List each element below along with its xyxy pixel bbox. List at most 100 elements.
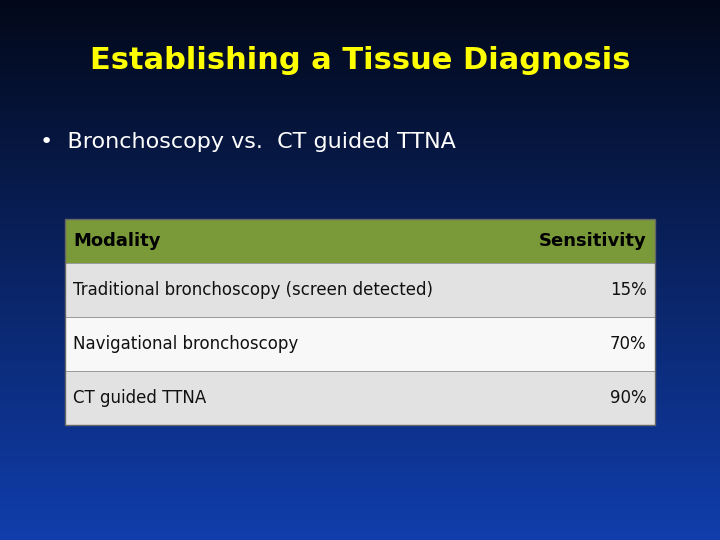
Bar	[0, 192, 720, 194]
Bar	[0, 130, 720, 132]
Bar	[0, 32, 720, 35]
Bar	[0, 224, 720, 227]
Bar	[0, 483, 720, 486]
Bar	[0, 383, 720, 386]
Bar	[0, 70, 720, 73]
Bar	[0, 173, 720, 176]
Bar	[0, 24, 720, 27]
Bar	[0, 324, 720, 327]
Bar	[0, 284, 720, 286]
Bar	[0, 138, 720, 140]
Bar	[0, 410, 720, 413]
Bar	[0, 49, 720, 51]
Bar	[0, 254, 720, 256]
Bar	[0, 0, 720, 3]
Bar	[0, 370, 720, 373]
Bar	[0, 113, 720, 116]
Bar	[65, 263, 655, 317]
Bar	[0, 478, 720, 481]
Bar	[0, 103, 720, 105]
Bar	[0, 265, 720, 267]
Bar	[0, 11, 720, 14]
Bar	[65, 317, 655, 371]
Bar	[0, 332, 720, 335]
Bar	[0, 162, 720, 165]
Bar	[0, 38, 720, 40]
Bar	[0, 181, 720, 184]
Bar	[0, 194, 720, 197]
Bar	[0, 427, 720, 429]
Bar	[0, 94, 720, 97]
Bar	[0, 308, 720, 310]
Bar	[0, 22, 720, 24]
Bar	[0, 197, 720, 200]
Bar	[0, 108, 720, 111]
Bar	[0, 208, 720, 211]
Bar	[0, 340, 720, 343]
Bar	[0, 413, 720, 416]
Text: Sensitivity: Sensitivity	[539, 232, 647, 250]
Bar	[0, 5, 720, 8]
Bar	[0, 402, 720, 405]
Bar	[0, 319, 720, 321]
Bar	[0, 200, 720, 202]
Bar	[0, 159, 720, 162]
Bar	[0, 270, 720, 273]
Bar	[0, 111, 720, 113]
Text: Navigational bronchoscopy: Navigational bronchoscopy	[73, 335, 299, 353]
Bar	[0, 54, 720, 57]
Bar	[0, 502, 720, 505]
Text: 90%: 90%	[610, 389, 647, 407]
Bar	[0, 170, 720, 173]
Bar	[0, 373, 720, 375]
Bar	[0, 367, 720, 370]
Bar	[0, 116, 720, 119]
Bar	[0, 408, 720, 410]
Bar	[0, 364, 720, 367]
Bar	[0, 78, 720, 81]
Bar	[0, 405, 720, 408]
Bar	[0, 386, 720, 389]
Bar	[0, 227, 720, 229]
Text: 15%: 15%	[610, 281, 647, 299]
Bar	[0, 119, 720, 122]
Bar	[0, 157, 720, 159]
Bar	[0, 397, 720, 400]
Bar	[0, 456, 720, 459]
Bar	[0, 240, 720, 243]
Text: CT guided TTNA: CT guided TTNA	[73, 389, 207, 407]
Bar	[0, 429, 720, 432]
Bar	[0, 68, 720, 70]
Bar	[0, 432, 720, 435]
Bar	[0, 451, 720, 454]
Bar	[0, 232, 720, 235]
Bar	[0, 500, 720, 502]
Bar	[0, 378, 720, 381]
Bar	[0, 154, 720, 157]
Bar	[0, 97, 720, 100]
Bar	[0, 14, 720, 16]
Bar	[0, 205, 720, 208]
Bar	[0, 211, 720, 213]
Bar	[0, 424, 720, 427]
Bar	[0, 310, 720, 313]
Bar	[0, 235, 720, 238]
Bar	[0, 521, 720, 524]
Bar	[0, 526, 720, 529]
Bar	[0, 464, 720, 467]
Bar	[0, 494, 720, 497]
Bar	[0, 305, 720, 308]
Bar	[0, 8, 720, 11]
Bar	[0, 278, 720, 281]
Bar	[0, 510, 720, 513]
Bar	[0, 316, 720, 319]
Bar	[0, 148, 720, 151]
Bar	[0, 513, 720, 516]
Bar	[0, 486, 720, 489]
Bar	[0, 86, 720, 89]
Bar	[0, 400, 720, 402]
Bar	[0, 176, 720, 178]
Bar	[0, 338, 720, 340]
Text: 70%: 70%	[610, 335, 647, 353]
Bar	[0, 281, 720, 284]
